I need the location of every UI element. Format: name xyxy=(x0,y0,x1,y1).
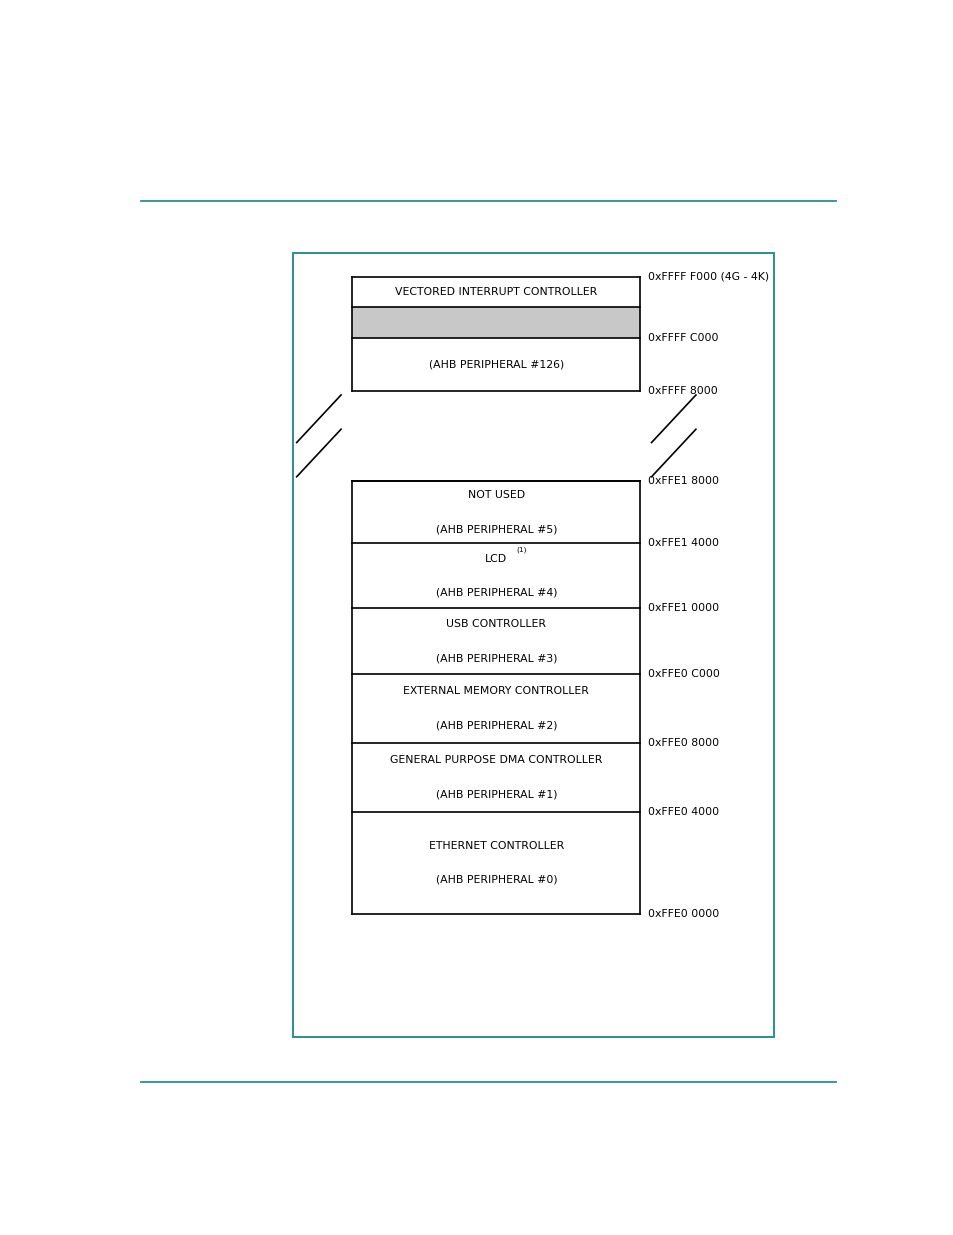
Text: LCD: LCD xyxy=(485,553,507,563)
Text: EXTERNAL MEMORY CONTROLLER: EXTERNAL MEMORY CONTROLLER xyxy=(403,687,589,697)
Text: 0xFFE0 8000: 0xFFE0 8000 xyxy=(647,737,719,747)
Text: GENERAL PURPOSE DMA CONTROLLER: GENERAL PURPOSE DMA CONTROLLER xyxy=(390,755,602,766)
Text: 0xFFE0 4000: 0xFFE0 4000 xyxy=(647,806,719,818)
Text: 0xFFE1 0000: 0xFFE1 0000 xyxy=(647,604,719,614)
Text: (AHB PERIPHERAL #5): (AHB PERIPHERAL #5) xyxy=(436,524,557,534)
Text: (AHB PERIPHERAL #0): (AHB PERIPHERAL #0) xyxy=(436,874,557,885)
Text: (AHB PERIPHERAL #2): (AHB PERIPHERAL #2) xyxy=(436,720,557,730)
Text: 0xFFE0 C000: 0xFFE0 C000 xyxy=(647,669,719,679)
Text: (AHB PERIPHERAL #3): (AHB PERIPHERAL #3) xyxy=(436,653,557,663)
Text: USB CONTROLLER: USB CONTROLLER xyxy=(446,619,546,629)
Text: 0xFFE1 4000: 0xFFE1 4000 xyxy=(647,538,719,548)
Text: 0xFFFF 8000: 0xFFFF 8000 xyxy=(647,385,717,395)
Text: NOT USED: NOT USED xyxy=(467,490,524,500)
Text: (AHB PERIPHERAL #1): (AHB PERIPHERAL #1) xyxy=(436,789,557,799)
Bar xyxy=(293,253,773,1037)
Text: ETHERNET CONTROLLER: ETHERNET CONTROLLER xyxy=(428,841,563,851)
Bar xyxy=(352,308,639,338)
Text: (AHB PERIPHERAL #126): (AHB PERIPHERAL #126) xyxy=(428,359,563,369)
Text: (1): (1) xyxy=(516,547,526,553)
Text: 0xFFFF F000 (4G - 4K): 0xFFFF F000 (4G - 4K) xyxy=(647,272,768,282)
Text: 0xFFFF C000: 0xFFFF C000 xyxy=(647,333,718,343)
Text: 0xFFE1 8000: 0xFFE1 8000 xyxy=(647,475,719,487)
Text: 0xFFE0 0000: 0xFFE0 0000 xyxy=(647,909,719,919)
Text: (AHB PERIPHERAL #4): (AHB PERIPHERAL #4) xyxy=(436,588,557,598)
Text: VECTORED INTERRUPT CONTROLLER: VECTORED INTERRUPT CONTROLLER xyxy=(395,287,597,296)
